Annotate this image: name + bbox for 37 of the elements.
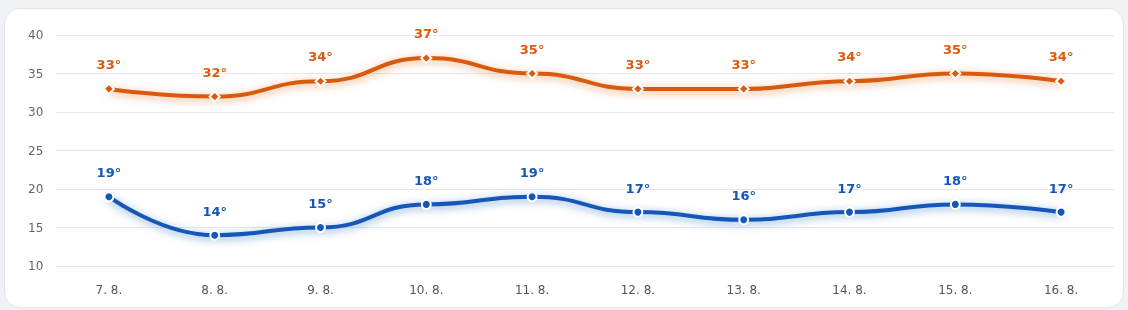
x-tick-label: 8. 8. (201, 283, 229, 297)
y-tick-label: 15 (28, 220, 44, 235)
x-tick-label: 12. 8. (620, 283, 656, 297)
data-label: 19° (96, 165, 122, 181)
x-tick-label: 7. 8. (95, 283, 123, 297)
data-label: 35° (943, 41, 968, 57)
y-tick-label: 35 (28, 66, 44, 81)
data-label: 17° (1048, 180, 1074, 196)
data-label: 33° (96, 56, 122, 72)
data-label: 16° (731, 188, 756, 204)
x-tick-label: 15. 8. (938, 283, 973, 297)
y-tick-label: 30 (28, 105, 44, 119)
x-tick-label: 14. 8. (832, 283, 867, 297)
data-label: 19° (519, 165, 545, 181)
data-label: 37° (414, 26, 439, 42)
x-tick-label: 9. 8. (307, 283, 334, 297)
data-label: 35° (519, 41, 545, 57)
data-label: 34° (1048, 49, 1074, 65)
y-tick-label: 40 (28, 28, 44, 42)
data-label: 14° (202, 203, 227, 219)
data-label: 34° (308, 49, 333, 65)
data-label: 18° (414, 172, 439, 188)
data-label: 34° (837, 49, 862, 65)
y-tick-label: 20 (28, 182, 44, 196)
data-label: 33° (731, 56, 756, 72)
data-label: 17° (837, 180, 862, 196)
data-label: 18° (943, 172, 968, 188)
x-tick-label: 13. 8. (726, 283, 761, 297)
y-tick-label: 10 (28, 259, 44, 273)
data-label: 32° (202, 64, 227, 80)
y-tick-label: 25 (28, 143, 44, 158)
data-label: 17° (625, 180, 651, 196)
data-label: 15° (308, 196, 333, 211)
x-tick-label: 10. 8. (409, 283, 444, 297)
x-tick-label: 11. 8. (514, 283, 550, 297)
x-tick-label: 16. 8. (1043, 283, 1079, 297)
data-label: 33° (625, 56, 651, 72)
